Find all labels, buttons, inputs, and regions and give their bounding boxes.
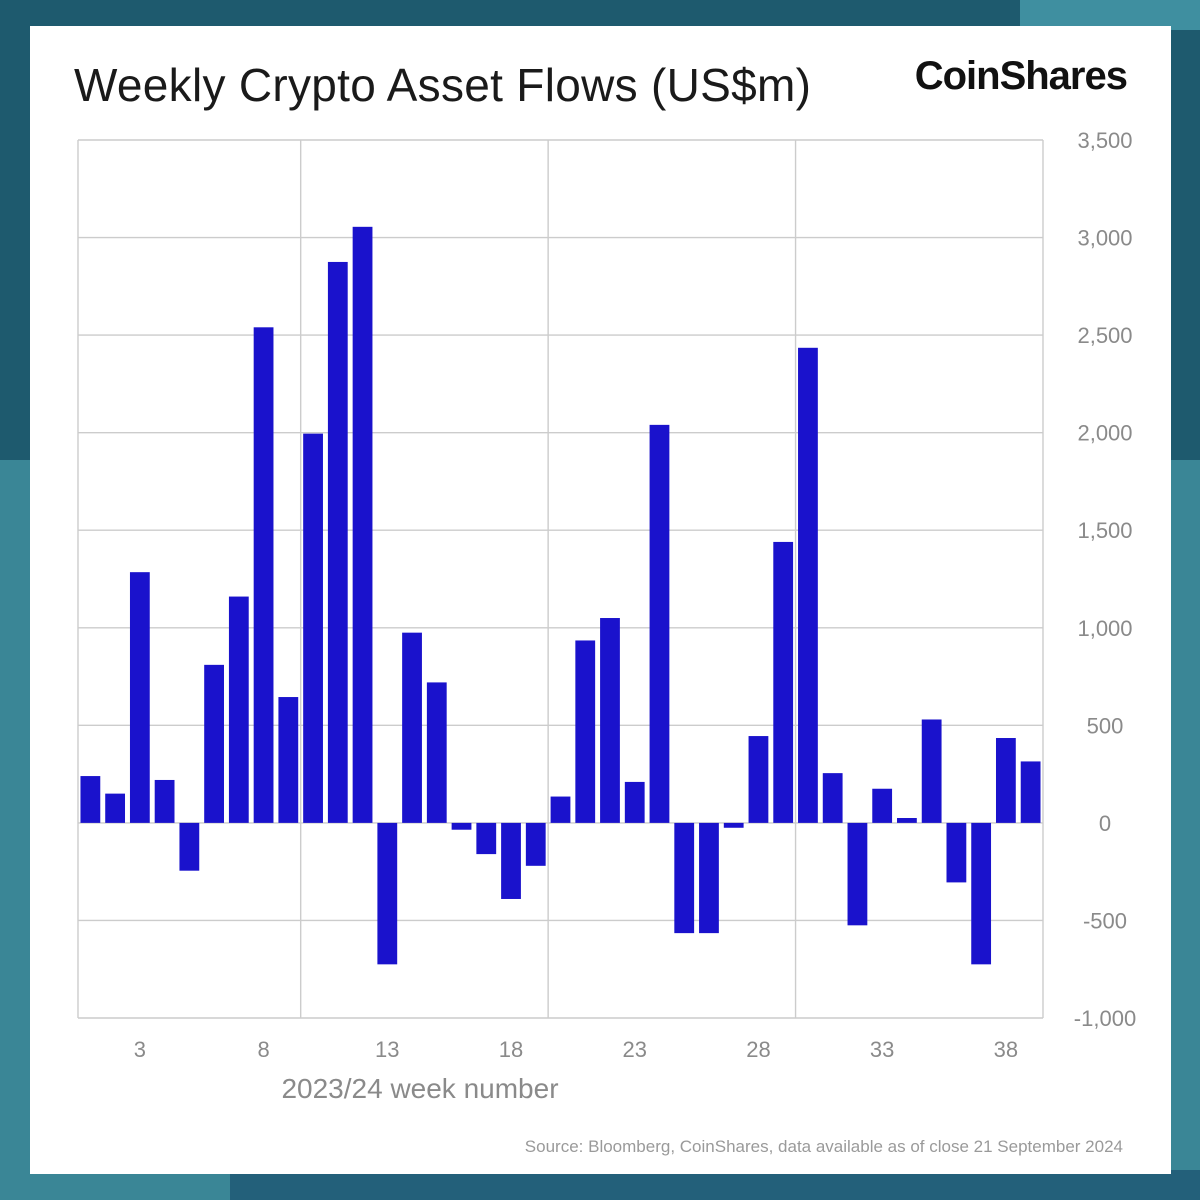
bar-week-20 bbox=[550, 796, 571, 823]
bar-week-25 bbox=[674, 822, 695, 934]
bar-week-9 bbox=[278, 697, 299, 823]
x-tick-label: 38 bbox=[994, 1037, 1018, 1062]
bar-week-23 bbox=[624, 781, 645, 823]
bar-week-27 bbox=[723, 822, 744, 828]
bar-week-13 bbox=[377, 822, 398, 965]
y-tick-label: 2,500 bbox=[1077, 323, 1132, 348]
bar-week-19 bbox=[525, 822, 546, 866]
y-tick-label: 2,000 bbox=[1077, 421, 1132, 446]
x-axis-label: 2023/24 week number bbox=[281, 1073, 559, 1104]
bar-week-14 bbox=[402, 632, 422, 823]
chart-card: Weekly Crypto Asset Flows (US$m) CoinSha… bbox=[30, 26, 1171, 1174]
x-tick-label: 33 bbox=[870, 1037, 894, 1062]
bar-week-15 bbox=[426, 682, 447, 823]
background-accent-corner bbox=[1020, 0, 1200, 30]
bar-week-6 bbox=[204, 664, 224, 823]
bar-week-10 bbox=[303, 433, 323, 823]
bar-week-1 bbox=[80, 776, 101, 823]
bar-week-7 bbox=[228, 596, 249, 823]
bar-week-24 bbox=[649, 424, 670, 823]
bar-week-8 bbox=[253, 327, 274, 823]
bar-week-16 bbox=[451, 822, 472, 830]
y-tick-label: 1,000 bbox=[1077, 616, 1132, 641]
bar-week-34 bbox=[897, 818, 917, 823]
y-tick-label: 3,000 bbox=[1077, 226, 1132, 251]
bar-chart: 3,500 3,000 2,500 2,000 1,500 1,000 500 0 -500 -1… bbox=[77, 128, 1136, 1062]
source-note: Source: Bloomberg, CoinShares, data avai… bbox=[524, 1137, 1123, 1156]
x-tick-label: 28 bbox=[746, 1037, 770, 1062]
bar-week-2 bbox=[105, 793, 126, 823]
y-tick-label: 3,500 bbox=[1077, 128, 1132, 153]
y-tick-label: 0 bbox=[1099, 811, 1111, 836]
bar-week-29 bbox=[773, 541, 794, 823]
bar-week-12 bbox=[352, 226, 373, 823]
bar-week-38 bbox=[995, 738, 1016, 823]
y-tick-label: 1,500 bbox=[1077, 518, 1132, 543]
bar-week-11 bbox=[327, 261, 348, 823]
bar-week-5 bbox=[179, 822, 200, 871]
x-tick-label: 13 bbox=[375, 1037, 399, 1062]
y-tick-label: 500 bbox=[1087, 713, 1124, 738]
bar-week-28 bbox=[748, 736, 769, 823]
x-tick-label: 8 bbox=[257, 1037, 269, 1062]
bar-week-33 bbox=[872, 788, 893, 823]
x-tick-label: 23 bbox=[622, 1037, 646, 1062]
y-tick-label: -1,000 bbox=[1074, 1006, 1136, 1031]
y-tick-label: -500 bbox=[1083, 908, 1127, 933]
bar-week-21 bbox=[575, 640, 596, 823]
bar-week-18 bbox=[501, 822, 521, 899]
bar-week-35 bbox=[921, 719, 942, 823]
bar-week-30 bbox=[798, 347, 818, 823]
bar-week-17 bbox=[476, 822, 497, 855]
chart-title: Weekly Crypto Asset Flows (US$m) bbox=[74, 59, 812, 111]
bar-week-4 bbox=[154, 779, 175, 823]
x-tick-label: 18 bbox=[499, 1037, 523, 1062]
bar-week-37 bbox=[971, 822, 992, 965]
background-bottom-corner bbox=[0, 1170, 230, 1200]
bar-week-31 bbox=[822, 773, 843, 823]
bar-week-26 bbox=[699, 822, 719, 934]
x-tick-label: 3 bbox=[134, 1037, 146, 1062]
bar-week-22 bbox=[600, 618, 620, 823]
coinshares-logo: CoinShares bbox=[914, 54, 1128, 98]
bar-week-36 bbox=[946, 822, 967, 883]
bar-week-3 bbox=[129, 572, 150, 823]
bar-week-32 bbox=[847, 822, 868, 926]
bar-week-39 bbox=[1020, 761, 1041, 823]
